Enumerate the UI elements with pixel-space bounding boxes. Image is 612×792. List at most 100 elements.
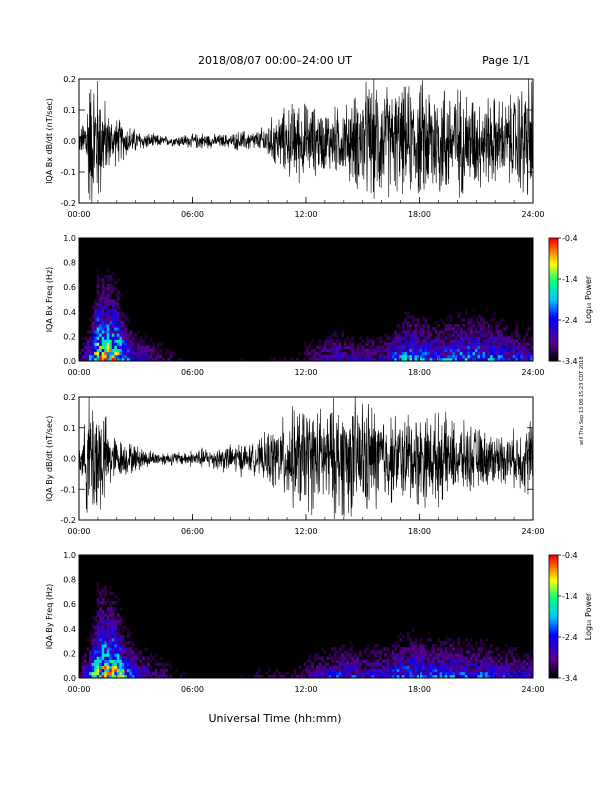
spectrogram-cell: [169, 674, 173, 678]
colorbar-segment: [549, 634, 558, 638]
spectrogram-cell: [124, 641, 128, 645]
spectrogram-cell: [464, 308, 468, 313]
spectrogram-cell: [422, 324, 425, 328]
spectrogram-cell: [121, 641, 125, 645]
spectrogram-cell: [104, 308, 108, 313]
spectrogram-cell: [399, 339, 403, 343]
spectrogram-cell: [462, 357, 466, 361]
spectrogram-cell: [139, 665, 143, 670]
spectrogram-cell: [522, 662, 526, 667]
colorbar-segment: [549, 254, 558, 257]
spectrogram-cell: [422, 342, 425, 346]
colorbar-segment: [549, 649, 558, 652]
spectrogram-cell: [500, 650, 504, 654]
spectrogram-cell: [437, 647, 440, 651]
spectrogram-cell: [346, 653, 350, 657]
spectrogram-cell: [502, 351, 506, 356]
spectrogram-cell: [396, 336, 400, 340]
spectrogram-cell: [510, 656, 514, 660]
spectrogram-cell: [116, 336, 120, 340]
spectrogram-cell: [477, 668, 481, 673]
spectrogram-cell: [442, 644, 446, 648]
spectrogram-cell: [452, 357, 456, 361]
spectrogram-cell: [401, 351, 405, 356]
spectrogram-cell: [515, 671, 519, 676]
spectrogram-cell: [429, 662, 433, 667]
y-tick-label: -0.2: [60, 199, 76, 208]
colorbar-segment: [549, 350, 558, 354]
spectrogram-cell: [419, 339, 423, 343]
spectrogram-cell: [452, 351, 456, 356]
spectrogram-cell: [96, 668, 100, 673]
spectrogram-cell: [152, 345, 155, 350]
spectrogram-cell: [316, 665, 319, 670]
spectrogram-cell: [114, 345, 118, 350]
spectrogram-cell: [434, 674, 438, 678]
spectrogram-cell: [147, 354, 150, 359]
spectrogram-cell: [106, 653, 110, 657]
spectrogram-cell: [348, 665, 352, 670]
spectrogram-cell: [497, 342, 501, 346]
spectrogram-cell: [437, 638, 440, 642]
spectrogram-cell: [318, 671, 322, 676]
spectrogram-cell: [525, 327, 529, 331]
colorbar-frame: [548, 237, 559, 362]
spectrogram-cell: [114, 607, 118, 611]
spectrogram-cell: [308, 357, 312, 361]
spectrogram-cell: [467, 317, 471, 322]
colorbar-segment: [549, 628, 558, 632]
spectrogram-cell: [406, 327, 410, 331]
spectrogram-cell: [371, 650, 375, 654]
spectrogram-cell: [104, 668, 108, 673]
spectrogram-cell: [311, 665, 314, 670]
spectrogram-cell: [270, 674, 274, 678]
spectrogram-cell: [480, 674, 483, 678]
spectrogram-cell: [111, 641, 115, 645]
spectrogram-cell: [109, 674, 113, 678]
spectrogram-cell: [328, 348, 332, 353]
spectrogram-cell: [144, 336, 148, 340]
spectrogram-cell: [429, 333, 433, 337]
spectrogram-cell: [114, 653, 118, 657]
spectrogram-cell: [454, 354, 458, 359]
spectrogram-cell: [106, 616, 110, 620]
spectrogram-cell: [464, 336, 468, 340]
spectrogram-cell: [316, 674, 319, 678]
spectrogram-cell: [432, 644, 435, 648]
spectrogram-cell: [447, 314, 451, 319]
spectrogram-cell: [101, 324, 105, 328]
spectrogram-cell: [91, 656, 95, 660]
spectrogram-cell: [389, 342, 393, 346]
spectrogram-cell: [101, 656, 105, 660]
spectrogram-cell: [422, 351, 425, 356]
spectrogram-cell: [394, 354, 398, 359]
spectrogram-cell: [386, 348, 390, 353]
spectrogram-cell: [169, 351, 173, 356]
spectrogram-cell: [527, 351, 531, 356]
spectrogram-cell: [482, 342, 486, 346]
spectrogram-cell: [396, 656, 400, 660]
spectrogram-cell: [99, 345, 102, 350]
spectrogram-cell: [119, 351, 123, 356]
spectrogram-cell: [116, 647, 120, 651]
spectrogram-cell: [114, 616, 118, 620]
spectrogram-cell: [472, 314, 476, 319]
spectrogram-cell: [94, 665, 97, 670]
spectrogram-cell: [328, 656, 332, 660]
spectrogram-cell: [457, 314, 461, 319]
spectrogram-cell: [323, 668, 327, 673]
spectrogram-cell: [480, 357, 483, 361]
spectrogram-cell: [109, 644, 113, 648]
spectrogram-cell: [432, 351, 435, 356]
spectrogram-cell: [490, 324, 493, 328]
spectrogram-cell: [114, 339, 118, 343]
spectrogram-cell: [81, 357, 85, 361]
spectrogram-cell: [101, 659, 105, 663]
spectrogram-cell: [454, 357, 458, 361]
spectrogram-cell: [464, 354, 468, 359]
spectrogram-cell: [522, 351, 526, 356]
spectrogram-cell: [116, 662, 120, 667]
spectrogram-cell: [104, 622, 108, 627]
spectrogram-cell: [432, 668, 435, 673]
spectrogram-cell: [490, 339, 493, 343]
